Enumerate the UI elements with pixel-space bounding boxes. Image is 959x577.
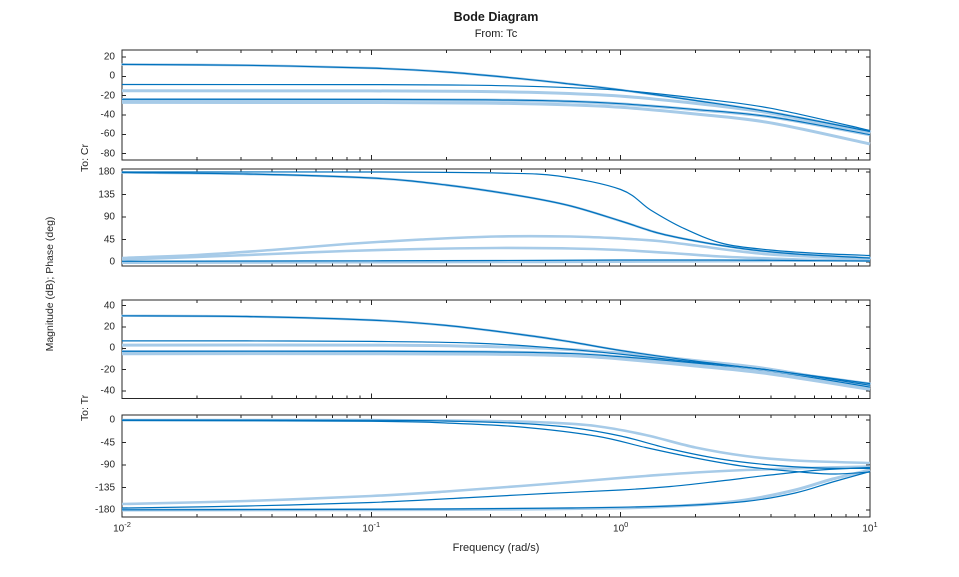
- x-tick-label: 10-1: [362, 520, 381, 535]
- y-tick-label: 180: [98, 166, 115, 178]
- y-tick-label: 20: [103, 51, 115, 63]
- row-label-to-tr: To: Tr: [79, 394, 91, 422]
- axes-box-mag-tr: [121, 299, 871, 399]
- y-tick-label: 0: [109, 342, 115, 354]
- y-tick-label: 135: [98, 189, 115, 200]
- response-curve-phase-cr-0: [121, 234, 871, 260]
- y-tick-label: 0: [109, 414, 115, 426]
- x-tick-label: 10-2: [113, 520, 131, 535]
- y-tick-label: 90: [103, 211, 115, 223]
- response-curve-phase-cr-4: [121, 171, 871, 257]
- y-tick-label: 45: [103, 234, 115, 245]
- response-curve-mag-tr-2: [121, 352, 871, 391]
- row-label-to-cr: To: Cr: [79, 143, 91, 173]
- response-curve-phase-cr-3: [121, 171, 871, 259]
- y-tick-label: -180: [94, 504, 115, 516]
- response-curve-mag-tr-5: [121, 340, 871, 386]
- response-curve-mag-cr-2: [121, 100, 871, 146]
- chart-subtitle: From: Tc: [474, 28, 518, 40]
- response-curve-halo: [120, 171, 872, 260]
- x-tick-label: 100: [613, 520, 629, 535]
- axes-box-phase-tr: [121, 414, 871, 518]
- response-curve-mag-cr-3: [121, 98, 871, 136]
- response-curve-phase-tr-5: [121, 466, 871, 509]
- y-tick-label: -40: [100, 385, 115, 397]
- y-tick-label: 0: [109, 256, 115, 268]
- y-tick-label: -60: [100, 128, 115, 140]
- axes-box-mag-cr: [121, 49, 871, 161]
- y-tick-label: -20: [100, 90, 115, 102]
- response-curve-mag-cr-4: [121, 63, 871, 133]
- response-curve-phase-tr-4: [121, 419, 871, 475]
- response-curve-phase-cr-1: [121, 246, 871, 262]
- response-curve-mag-cr-5: [121, 83, 871, 132]
- response-curve-phase-tr-0: [121, 418, 871, 465]
- response-curve-phase-cr-5: [121, 259, 871, 262]
- y-tick-label: -80: [100, 148, 115, 160]
- y-tick-label: -90: [100, 459, 115, 471]
- response-curve-mag-cr-0: [121, 89, 871, 135]
- y-axis-label: Magnitude (dB); Phase (deg): [44, 216, 56, 351]
- chart-title: Bode Diagram: [453, 10, 539, 24]
- x-axis-label: Frequency (rad/s): [452, 542, 540, 554]
- y-tick-label: -20: [100, 364, 115, 376]
- y-tick-label: -45: [100, 437, 115, 448]
- x-tick-label: 101: [862, 520, 878, 535]
- response-curve-phase-tr-6: [121, 470, 871, 511]
- y-tick-label: -135: [94, 482, 115, 493]
- response-curve-phase-tr-3: [121, 419, 871, 470]
- y-tick-label: -40: [100, 109, 115, 121]
- response-curve-mag-cr-1: [121, 98, 871, 137]
- y-tick-label: 20: [103, 321, 115, 333]
- y-tick-label: 0: [109, 70, 115, 82]
- response-curve-phase-tr-1: [121, 465, 871, 506]
- y-tick-label: 40: [103, 300, 115, 312]
